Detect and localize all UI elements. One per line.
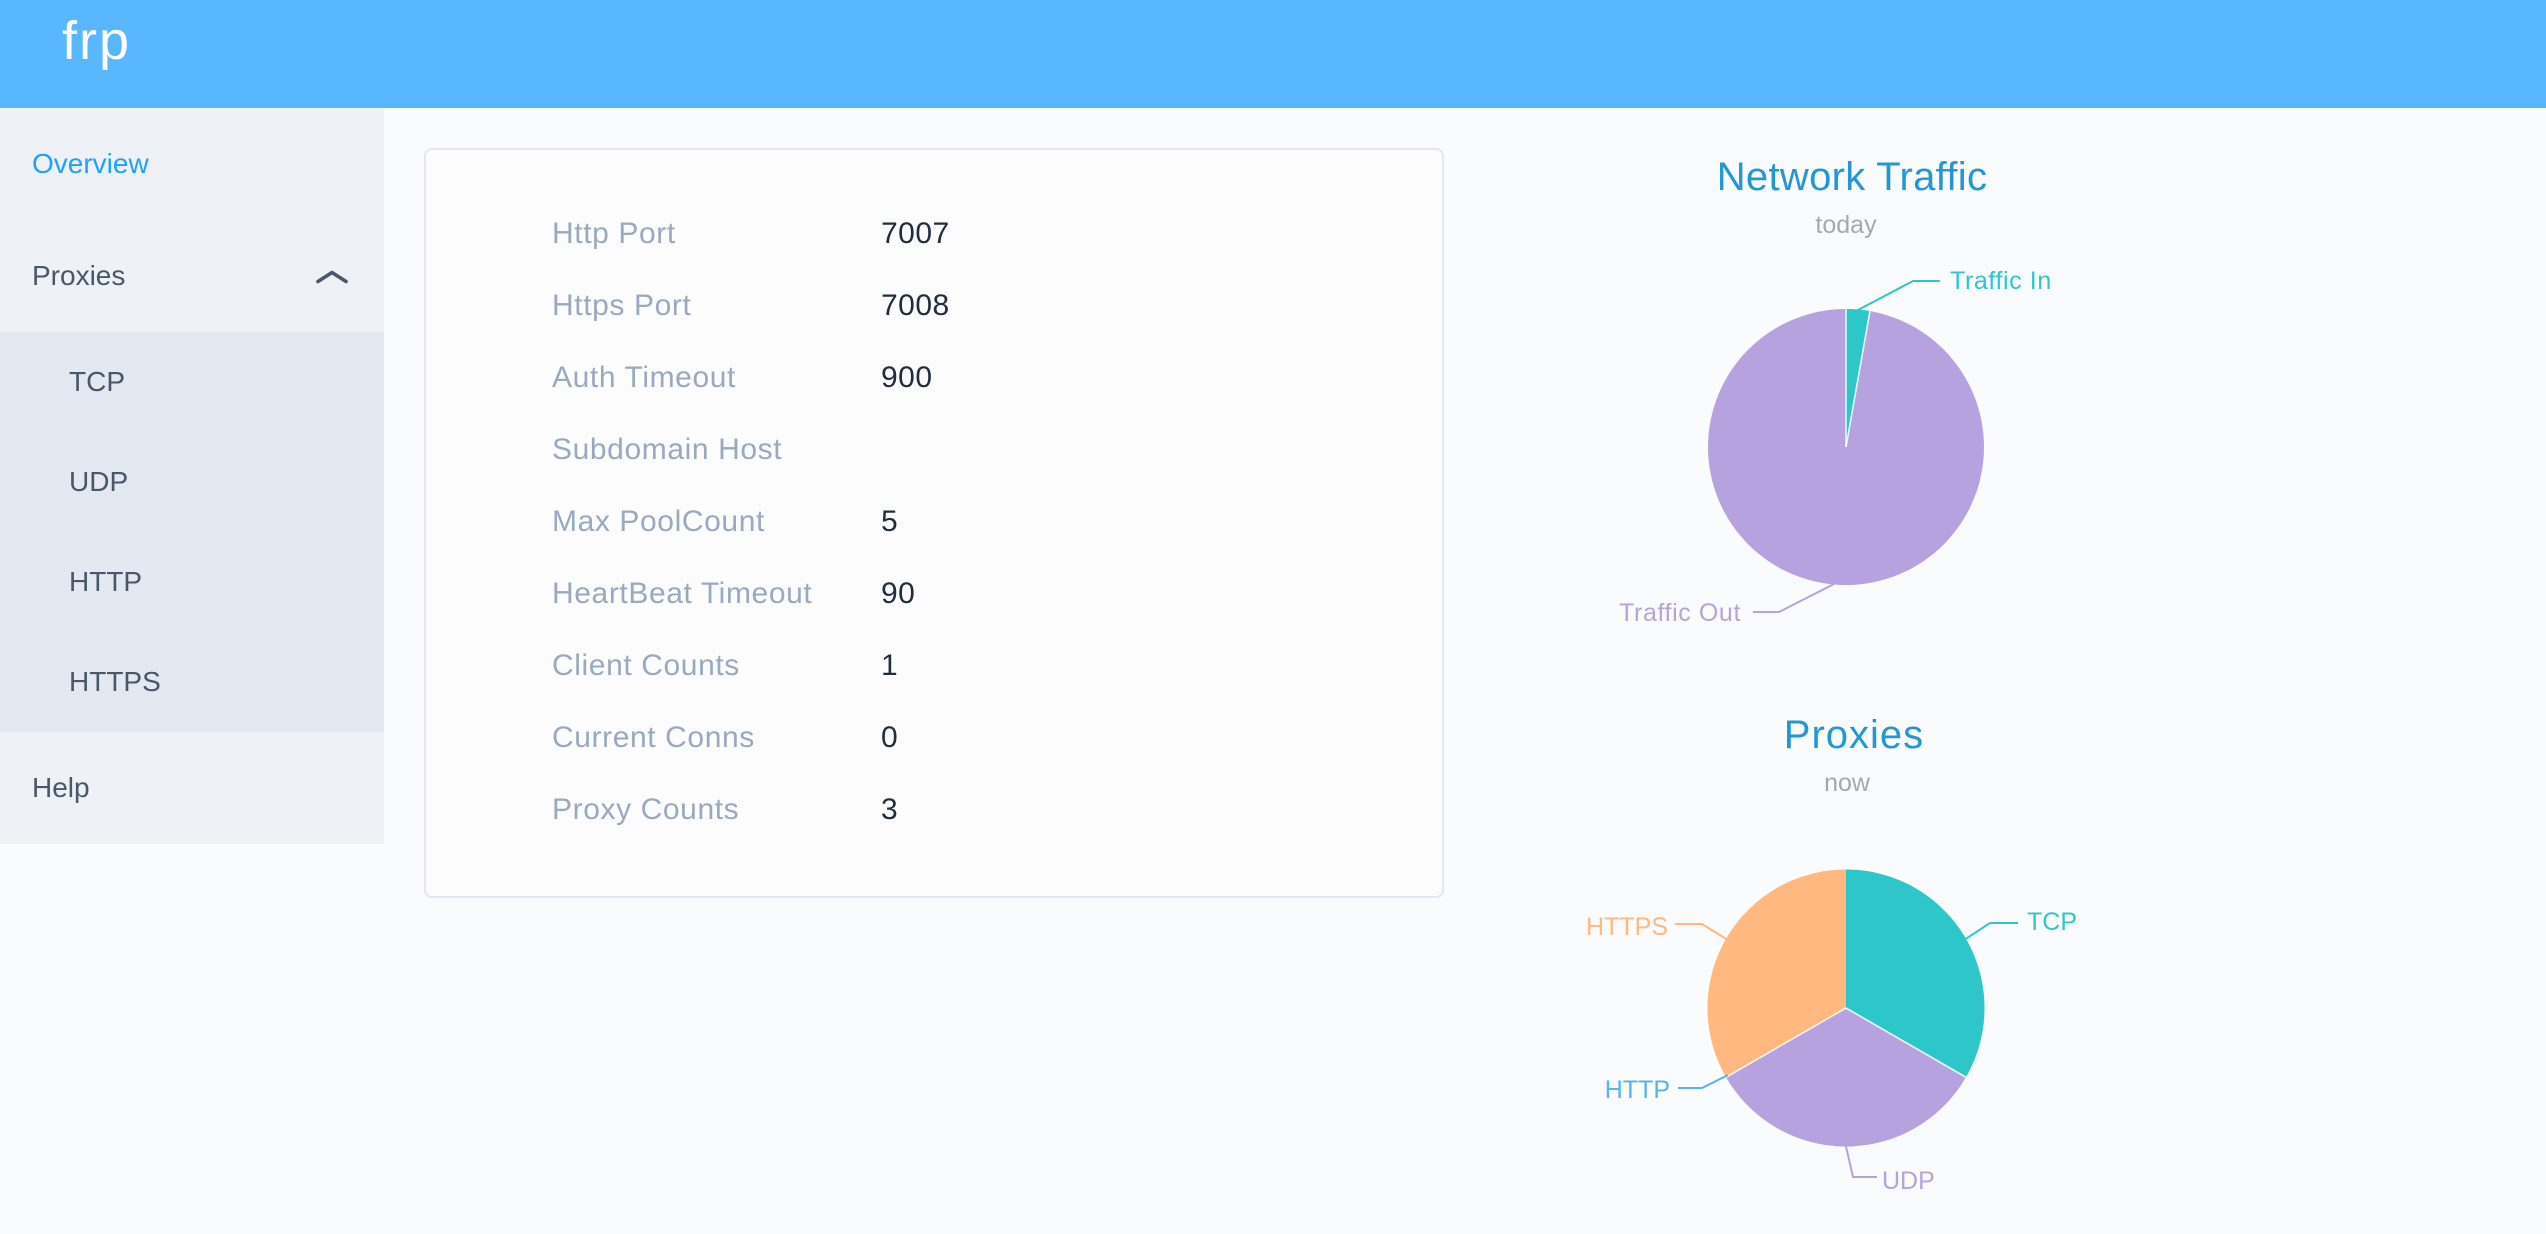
svg-text:today: today — [1815, 211, 1877, 239]
svg-text:now: now — [1824, 769, 1871, 797]
svg-text:Network Traffic: Network Traffic — [1717, 155, 1988, 199]
svg-text:Traffic Out: Traffic Out — [1619, 599, 1741, 627]
svg-text:HTTP: HTTP — [1605, 1076, 1670, 1104]
svg-text:TCP: TCP — [2027, 908, 2077, 936]
svg-text:Traffic In: Traffic In — [1950, 267, 2052, 295]
svg-text:Proxies: Proxies — [1784, 713, 1924, 757]
svg-text:HTTPS: HTTPS — [1586, 913, 1668, 941]
svg-text:UDP: UDP — [1882, 1167, 1935, 1195]
